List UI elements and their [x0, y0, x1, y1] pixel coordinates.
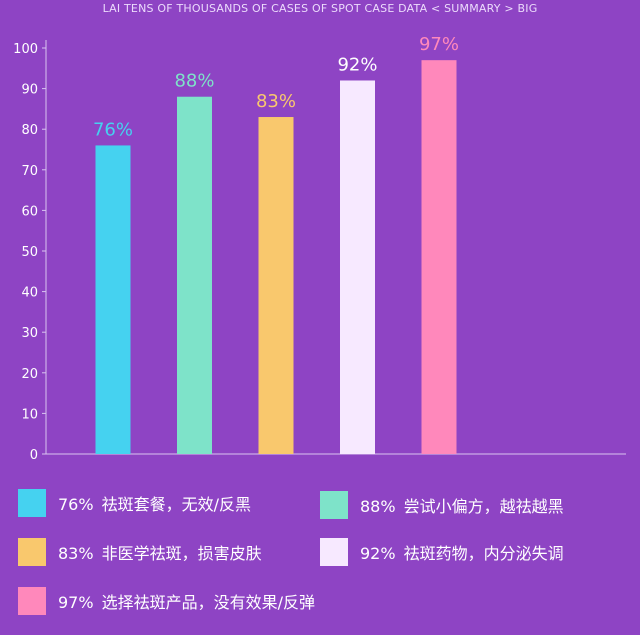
bar-data-label: 92%: [337, 54, 377, 75]
legend-label-2: 88% 尝试小偏方，越祛越黑: [360, 497, 564, 516]
legend-label-3: 83% 非医学祛斑，损害皮肤: [58, 544, 262, 563]
y-tick-label: 80: [21, 123, 38, 138]
y-tick-label: 60: [21, 204, 38, 219]
legend-swatch-4: [320, 538, 348, 566]
bar-chart: 0 10 20 30 40 50 60 70 80 90 100 76% 88% 83% 92% 97%: [13, 34, 626, 463]
legend-label-1: 76% 祛斑套餐，无效/反黑: [58, 495, 251, 514]
legend-item-2: 88% 尝试小偏方，越祛越黑: [320, 489, 564, 521]
bar: [421, 60, 457, 455]
bar-data-label: 83%: [256, 91, 296, 112]
bar-data-label: 88%: [174, 71, 214, 92]
bar: [258, 117, 294, 455]
bar-data-label: 76%: [93, 119, 133, 140]
y-tick-label: 100: [13, 42, 38, 57]
y-tick-label: 40: [21, 286, 38, 301]
y-tick-label: 20: [21, 367, 38, 382]
legend-swatch-3: [18, 538, 46, 566]
legend-item-4: 92% 祛斑药物，内分泌失调: [320, 536, 564, 568]
legend-swatch-1: [18, 489, 46, 517]
y-tick-label: 0: [30, 448, 38, 463]
legend-item-3: 83% 非医学祛斑，损害皮肤: [18, 536, 262, 568]
bar-data-label: 97%: [419, 34, 459, 55]
legend-item-5: 97% 选择祛斑产品，没有效果/反弹: [18, 585, 315, 617]
bar: [177, 96, 212, 454]
legend-label-5: 97% 选择祛斑产品，没有效果/反弹: [58, 593, 315, 612]
y-tick-label: 90: [21, 83, 38, 98]
legend-item-1: 76% 祛斑套餐，无效/反黑: [18, 487, 251, 519]
y-tick-label: 30: [21, 326, 38, 341]
y-tick-label: 50: [21, 245, 38, 260]
bar: [340, 80, 375, 454]
y-tick-label: 70: [21, 164, 38, 179]
legend-label-4: 92% 祛斑药物，内分泌失调: [360, 544, 564, 563]
chart-title: LAI TENS OF THOUSANDS OF CASES OF SPOT C…: [102, 2, 538, 15]
y-tick-label: 10: [21, 407, 38, 422]
legend-swatch-5: [18, 587, 46, 615]
bar: [95, 145, 131, 454]
legend-swatch-2: [320, 491, 348, 519]
